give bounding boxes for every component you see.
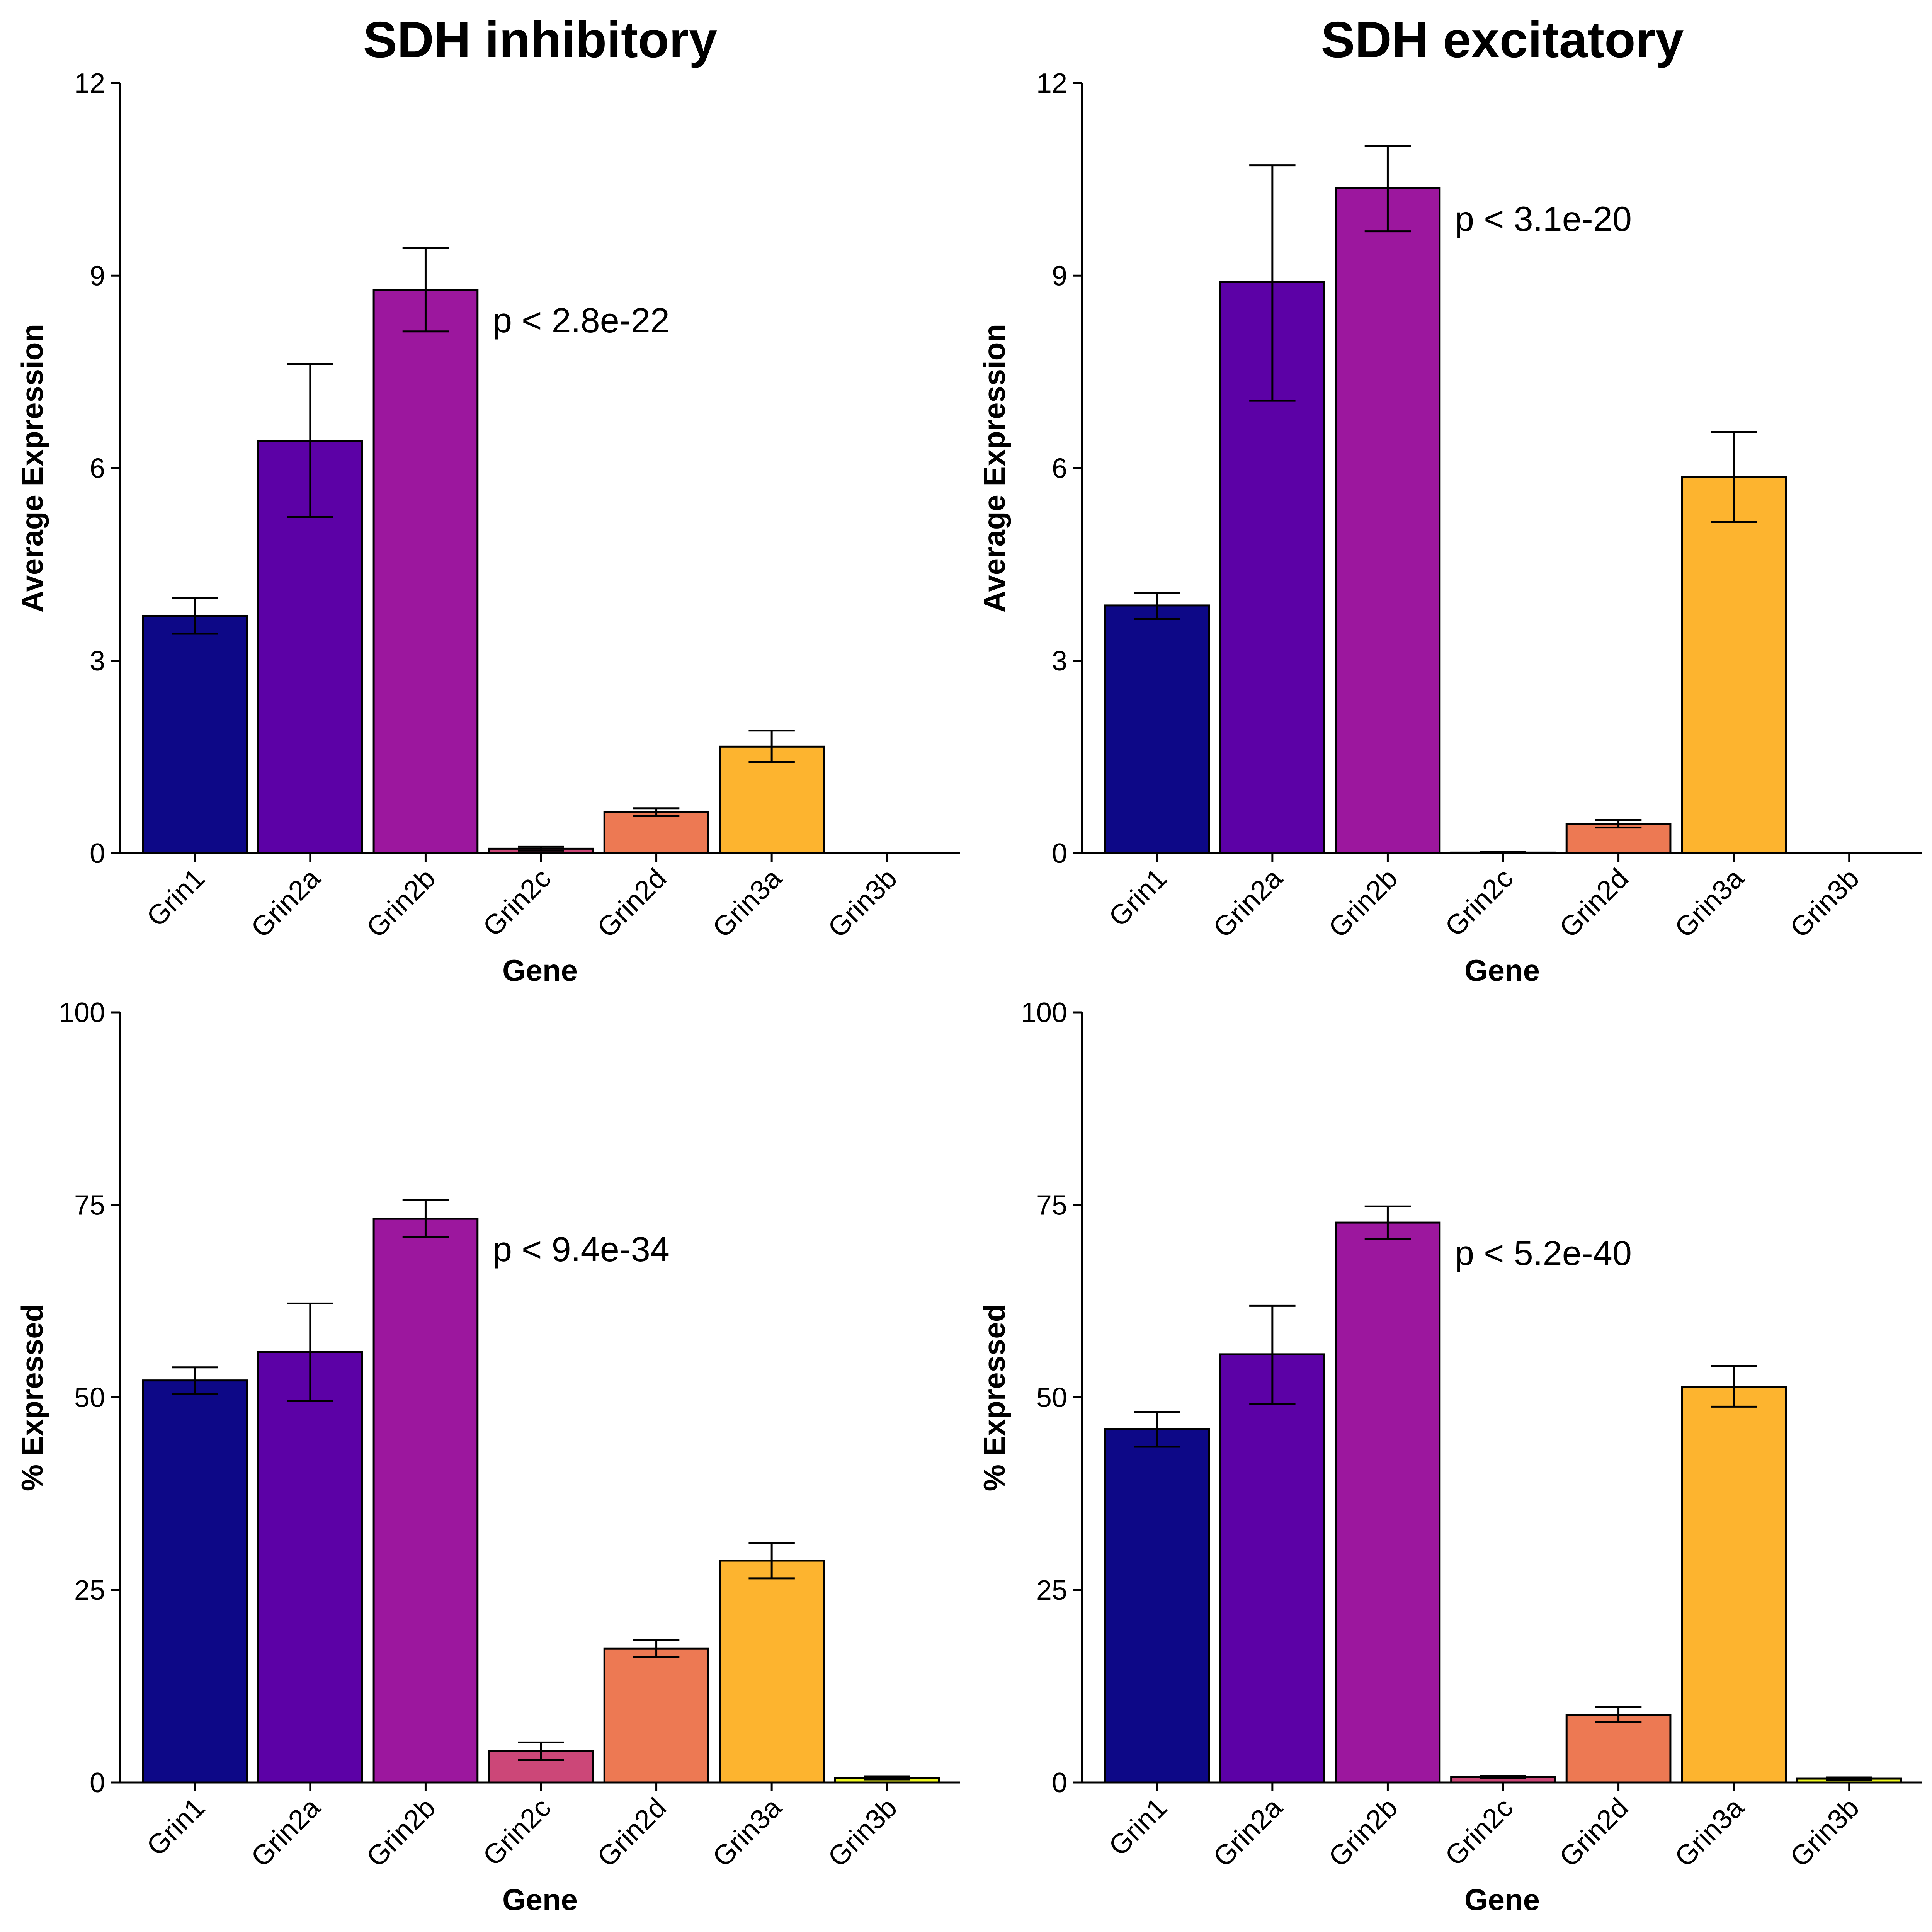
chart-title: SDH excitatory bbox=[1321, 11, 1684, 68]
error-bar-grin2c bbox=[1480, 1775, 1526, 1779]
bar-grin2a bbox=[257, 1351, 363, 1784]
y-axis-label: % Expressed bbox=[15, 1304, 49, 1492]
p-value-annotation: p < 9.4e-34 bbox=[493, 1230, 670, 1269]
error-bar-grin2d bbox=[633, 807, 680, 817]
error-bar-grin2a bbox=[287, 1302, 333, 1402]
y-tick-label: 50 bbox=[74, 1383, 105, 1413]
error-bar-grin2b bbox=[402, 247, 449, 333]
bar-grin3a bbox=[719, 1560, 825, 1784]
bar-grin2b bbox=[1335, 187, 1441, 854]
error-bar-grin2d bbox=[1595, 819, 1642, 829]
error-bar-grin2d bbox=[1595, 1706, 1642, 1724]
p-value-annotation: p < 5.2e-40 bbox=[1455, 1234, 1632, 1273]
y-axis-label: Average Expression bbox=[977, 324, 1011, 612]
error-bar-grin2c bbox=[518, 845, 564, 852]
y-tick-label: 0 bbox=[1052, 838, 1067, 869]
error-bar-grin1 bbox=[172, 1366, 218, 1396]
error-bar-grin3b bbox=[1826, 1776, 1872, 1781]
y-tick-label: 12 bbox=[1036, 68, 1067, 99]
y-tick-label: 9 bbox=[1052, 260, 1067, 291]
y-tick-label: 25 bbox=[1036, 1575, 1067, 1606]
p-value-annotation: p < 3.1e-20 bbox=[1455, 200, 1632, 238]
error-bar-grin3a bbox=[748, 1542, 795, 1580]
bar-grin1 bbox=[142, 1379, 248, 1784]
y-tick-label: 6 bbox=[90, 453, 105, 484]
bar-grin2d bbox=[1565, 823, 1672, 854]
bar-grin2b bbox=[1335, 1221, 1441, 1784]
y-tick-label: 6 bbox=[1052, 453, 1067, 484]
x-axis-label: Gene bbox=[1464, 1883, 1540, 1917]
error-bar-grin2d bbox=[633, 1639, 680, 1658]
y-tick-label: 0 bbox=[90, 838, 105, 869]
bar-grin1 bbox=[1104, 604, 1210, 854]
error-bar-grin1 bbox=[1134, 1411, 1180, 1448]
y-tick-label: 100 bbox=[59, 997, 105, 1028]
error-bar-grin3b bbox=[864, 1775, 910, 1781]
y-tick-label: 0 bbox=[1052, 1767, 1067, 1798]
error-bar-grin2b bbox=[402, 1199, 449, 1238]
y-tick-label: 0 bbox=[90, 1767, 105, 1798]
error-bar-grin2a bbox=[1249, 1304, 1296, 1405]
bar-grin2d bbox=[603, 811, 709, 854]
error-bar-grin2b bbox=[1364, 1205, 1411, 1240]
y-tick-label: 75 bbox=[1036, 1190, 1067, 1221]
bar-grin2b bbox=[372, 1218, 479, 1784]
y-tick-label: 3 bbox=[90, 646, 105, 677]
y-axis-label: % Expressed bbox=[977, 1304, 1011, 1492]
y-tick-label: 100 bbox=[1021, 997, 1067, 1028]
y-tick-label: 9 bbox=[90, 260, 105, 291]
x-axis-label: Gene bbox=[1464, 953, 1540, 987]
y-tick-label: 50 bbox=[1036, 1383, 1067, 1413]
error-bar-grin1 bbox=[1134, 592, 1180, 620]
y-tick-label: 25 bbox=[74, 1575, 105, 1606]
bar-grin3a bbox=[1681, 1386, 1787, 1784]
error-bar-grin2a bbox=[287, 363, 333, 518]
bar-grin2b bbox=[372, 289, 479, 854]
error-bar-grin2b bbox=[1364, 145, 1411, 233]
chart-title: SDH inhibitory bbox=[363, 11, 718, 68]
bar-grin1 bbox=[142, 614, 248, 854]
y-tick-label: 3 bbox=[1052, 646, 1067, 677]
error-bar-grin2c bbox=[518, 1741, 564, 1761]
error-bar-grin2a bbox=[1249, 164, 1296, 402]
error-bar-grin3a bbox=[1711, 431, 1757, 523]
y-tick-label: 12 bbox=[74, 68, 105, 99]
bar-grin2a bbox=[1219, 1353, 1325, 1784]
error-bar-grin3a bbox=[1711, 1365, 1757, 1408]
x-axis-label: Gene bbox=[502, 1883, 578, 1917]
y-axis-label: Average Expression bbox=[15, 324, 49, 612]
bar-grin1 bbox=[1104, 1428, 1210, 1784]
error-bar-grin3a bbox=[748, 730, 795, 763]
error-bar-grin1 bbox=[172, 597, 218, 635]
y-tick-label: 75 bbox=[74, 1190, 105, 1221]
bar-grin3a bbox=[719, 745, 825, 854]
bar-grin2d bbox=[603, 1647, 709, 1784]
p-value-annotation: p < 2.8e-22 bbox=[493, 301, 670, 340]
bar-grin3a bbox=[1681, 476, 1787, 854]
x-axis-label: Gene bbox=[502, 953, 578, 987]
bar-grin2d bbox=[1565, 1714, 1672, 1784]
